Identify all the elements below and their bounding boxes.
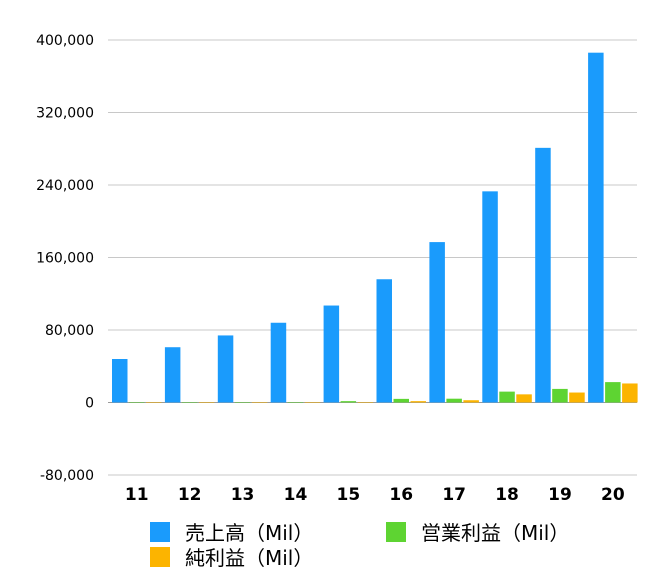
- bar-series-1-cat-20: [605, 382, 621, 403]
- x-tick-label: 20: [601, 485, 625, 505]
- y-tick-label: 240,000: [36, 178, 94, 194]
- bar-series-1-cat-19: [552, 388, 568, 403]
- y-tick-label: 80,000: [45, 323, 94, 339]
- legend-label-1: 営業利益（Mil）: [421, 521, 569, 545]
- x-tick-label: 19: [548, 485, 572, 505]
- legend: 売上高（Mil） 営業利益（Mil） 純利益（Mil）: [150, 521, 569, 570]
- legend-label-2: 純利益（Mil）: [185, 546, 313, 570]
- bar-series-0-cat-16: [376, 279, 392, 403]
- bar-series-2-cat-19: [569, 392, 585, 403]
- y-tick-label: -80,000: [40, 468, 94, 484]
- x-tick-label: 11: [125, 485, 149, 505]
- x-tick-label: 15: [337, 485, 361, 505]
- bar-series-1-cat-13: [234, 402, 251, 403]
- x-tick-label: 17: [442, 485, 466, 505]
- bar-series-2-cat-18: [516, 394, 532, 403]
- bar-series-1-cat-17: [446, 398, 462, 403]
- legend-swatch-1: [386, 522, 406, 542]
- bar-series-2-cat-16: [410, 401, 426, 403]
- bar-series-1-cat-11: [129, 402, 145, 403]
- bar-series-0-cat-18: [482, 191, 498, 403]
- legend-swatch-0: [150, 522, 170, 542]
- bar-series-0-cat-15: [323, 305, 340, 403]
- bar-series-0-cat-20: [588, 52, 604, 403]
- x-tick-label: 18: [495, 485, 519, 505]
- x-axis-tick-labels: 11 12 13 14 15 16 17 18 19 20: [125, 485, 625, 505]
- bar-series-2-cat-17: [463, 400, 479, 403]
- grid-lines: [108, 39, 637, 476]
- bar-series-2-cat-11: [146, 402, 162, 403]
- bar-series-0-cat-12: [164, 347, 181, 403]
- bar-series-2-cat-20: [622, 383, 638, 403]
- bars: [112, 52, 638, 403]
- bar-series-1-cat-18: [499, 391, 515, 403]
- legend-swatch-2: [150, 547, 170, 567]
- bar-series-2-cat-14: [304, 402, 321, 403]
- bar-series-0-cat-11: [112, 359, 128, 403]
- x-tick-label: 16: [389, 485, 413, 505]
- bar-series-2-cat-12: [198, 402, 215, 403]
- x-tick-label: 14: [284, 485, 308, 505]
- y-tick-label: 320,000: [36, 106, 94, 122]
- bar-series-0-cat-19: [535, 147, 551, 403]
- bar-series-0-cat-14: [270, 322, 287, 403]
- y-axis-tick-labels: -80,000 0 80,000 160,000 240,000 320,000 400,0…: [36, 33, 94, 484]
- bar-series-2-cat-15: [357, 402, 374, 403]
- bar-series-1-cat-12: [181, 402, 198, 403]
- bar-series-1-cat-15: [340, 401, 357, 403]
- y-tick-label: 0: [85, 396, 94, 412]
- bar-series-0-cat-17: [429, 242, 445, 403]
- bar-series-0-cat-13: [217, 335, 234, 403]
- bar-series-2-cat-13: [251, 402, 268, 403]
- x-tick-label: 12: [178, 485, 202, 505]
- legend-label-0: 売上高（Mil）: [185, 521, 313, 545]
- x-tick-label: 13: [231, 485, 255, 505]
- bar-series-1-cat-14: [287, 402, 304, 403]
- bar-series-1-cat-16: [393, 398, 409, 403]
- y-tick-label: 400,000: [36, 33, 94, 49]
- y-tick-label: 160,000: [36, 251, 94, 267]
